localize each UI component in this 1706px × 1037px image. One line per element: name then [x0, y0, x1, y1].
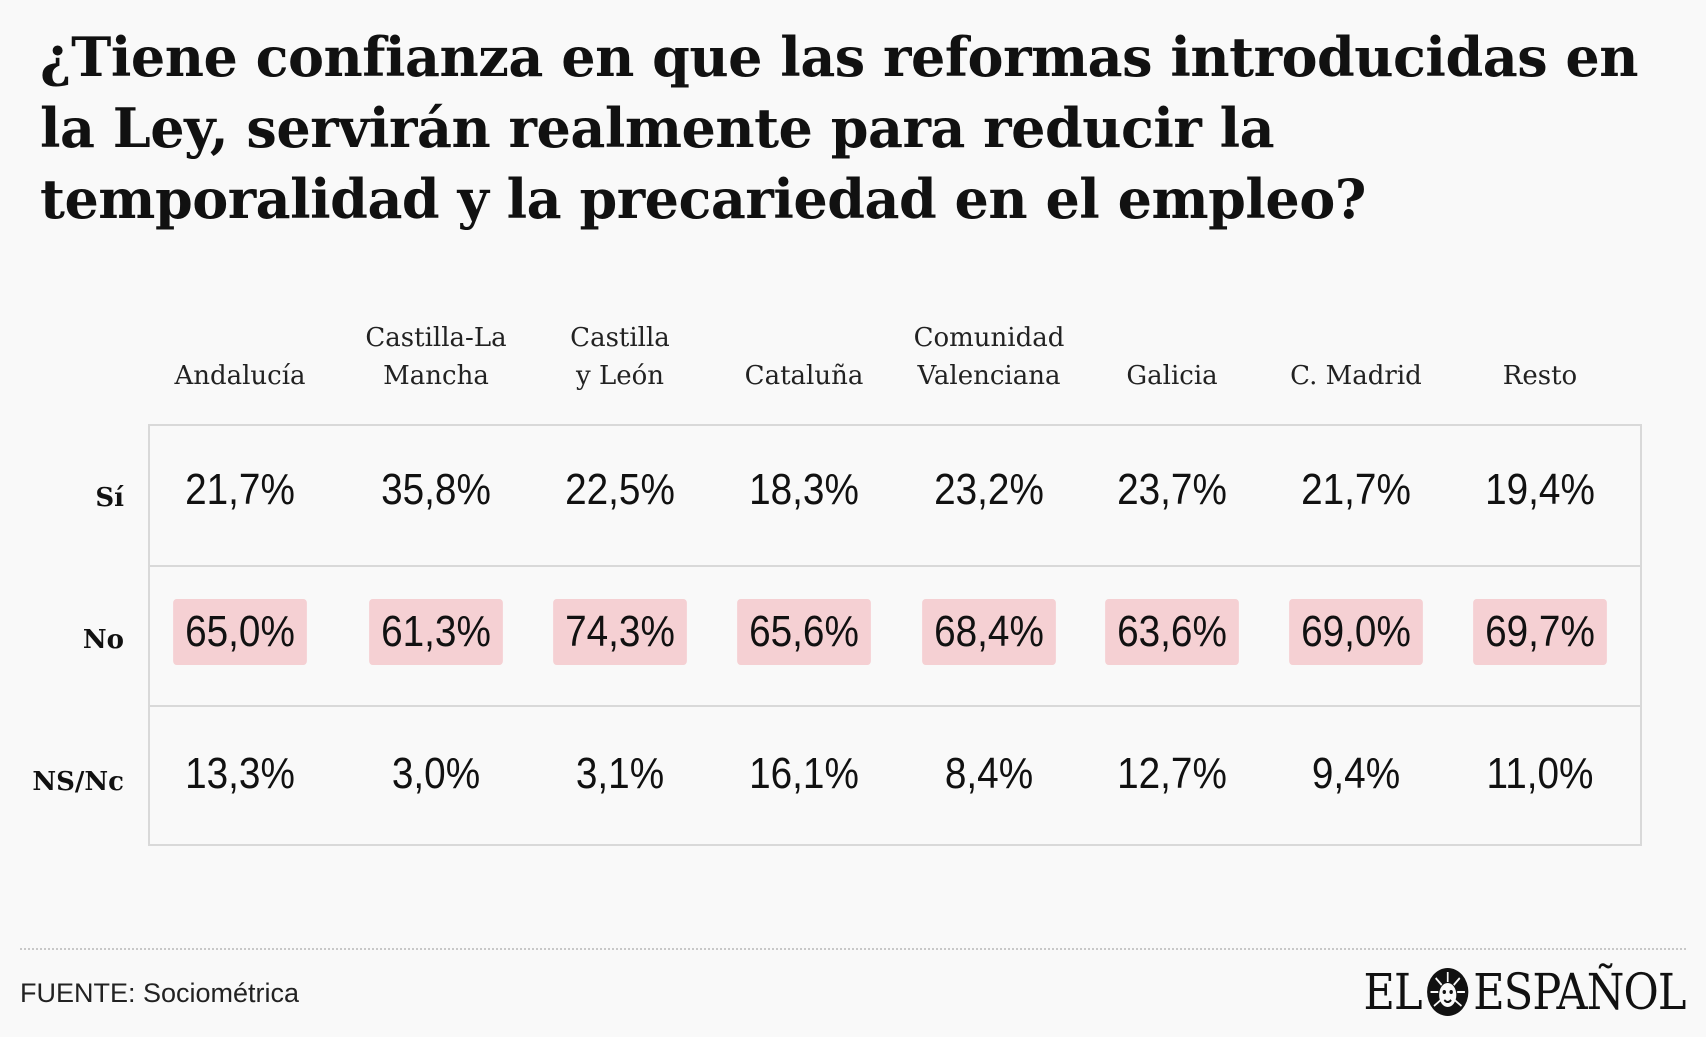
column-header: Resto	[1502, 361, 1578, 391]
chart-title: ¿Tiene confianza en que las reformas int…	[40, 25, 1639, 231]
row-separator	[150, 705, 1640, 707]
cell-value: 23,7%	[1117, 465, 1227, 514]
table-cell: 35,8%	[357, 456, 515, 524]
cell-value: 12,7%	[1117, 749, 1227, 798]
cell-value: 69,7%	[1472, 599, 1608, 665]
table-cell: 16,1%	[725, 740, 883, 808]
table-cell: 23,2%	[910, 456, 1068, 524]
cell-value: 16,1%	[749, 749, 859, 798]
table-cell: 21,7%	[161, 456, 319, 524]
table-cell: 74,3%	[541, 598, 699, 666]
column-header: Andalucía	[174, 361, 306, 391]
table-cell: 23,7%	[1093, 456, 1251, 524]
cell-value: 61,3%	[368, 599, 504, 665]
lion-head-icon	[1427, 968, 1469, 1016]
table-cell: 69,7%	[1461, 598, 1619, 666]
table-cell: 11,0%	[1461, 740, 1619, 808]
logo-text-el: EL	[1363, 963, 1423, 1021]
cell-value: 3,1%	[575, 749, 665, 798]
cell-value: 13,3%	[185, 749, 295, 798]
cell-value: 9,4%	[1311, 749, 1401, 798]
table-cell: 68,4%	[910, 598, 1068, 666]
cell-value: 11,0%	[1486, 749, 1594, 798]
table-cell: 65,0%	[161, 598, 319, 666]
cell-value: 68,4%	[921, 599, 1057, 665]
table-cell: 61,3%	[357, 598, 515, 666]
row-label: NS/Nc	[32, 767, 124, 797]
table-cell: 21,7%	[1277, 456, 1435, 524]
table-cell: 3,1%	[541, 740, 699, 808]
cell-value: 23,2%	[934, 465, 1044, 514]
table-cell: 12,7%	[1093, 740, 1251, 808]
table-cell: 22,5%	[541, 456, 699, 524]
source-note: FUENTE: Sociométrica	[20, 978, 300, 1008]
cell-value: 63,6%	[1104, 599, 1240, 665]
cell-value: 65,6%	[736, 599, 872, 665]
column-header: Cataluña	[744, 361, 864, 391]
el-espanol-logo: EL ESPAÑOL	[1363, 962, 1687, 1022]
row-separator	[150, 565, 1640, 567]
cell-value: 8,4%	[944, 749, 1034, 798]
table-cell: 18,3%	[725, 456, 883, 524]
column-header: Castilla y León	[570, 323, 670, 391]
cell-value: 35,8%	[381, 465, 491, 514]
table-cell: 3,0%	[357, 740, 515, 808]
cell-value: 19,4%	[1485, 465, 1595, 514]
cell-value: 21,7%	[1301, 465, 1411, 514]
table-cell: 65,6%	[725, 598, 883, 666]
column-header: Comunidad Valenciana	[913, 323, 1065, 391]
cell-value: 21,7%	[185, 465, 295, 514]
table-cell: 69,0%	[1277, 598, 1435, 666]
table-cell: 63,6%	[1093, 598, 1251, 666]
row-label: Sí	[95, 483, 124, 513]
cell-value: 22,5%	[565, 465, 675, 514]
table-cell: 9,4%	[1277, 740, 1435, 808]
cell-value: 69,0%	[1288, 599, 1424, 665]
table-cell: 19,4%	[1461, 456, 1619, 524]
table-cell: 8,4%	[910, 740, 1068, 808]
cell-value: 65,0%	[172, 599, 308, 665]
footer-divider	[20, 948, 1686, 950]
column-header: C. Madrid	[1290, 361, 1422, 391]
logo-text-espanol: ESPAÑOL	[1473, 963, 1687, 1021]
cell-value: 74,3%	[552, 599, 688, 665]
row-label: No	[82, 625, 124, 655]
cell-value: 3,0%	[391, 749, 481, 798]
table-cell: 13,3%	[161, 740, 319, 808]
cell-value: 18,3%	[749, 465, 859, 514]
column-header: Galicia	[1126, 361, 1218, 391]
column-header: Castilla-La Mancha	[365, 323, 507, 391]
